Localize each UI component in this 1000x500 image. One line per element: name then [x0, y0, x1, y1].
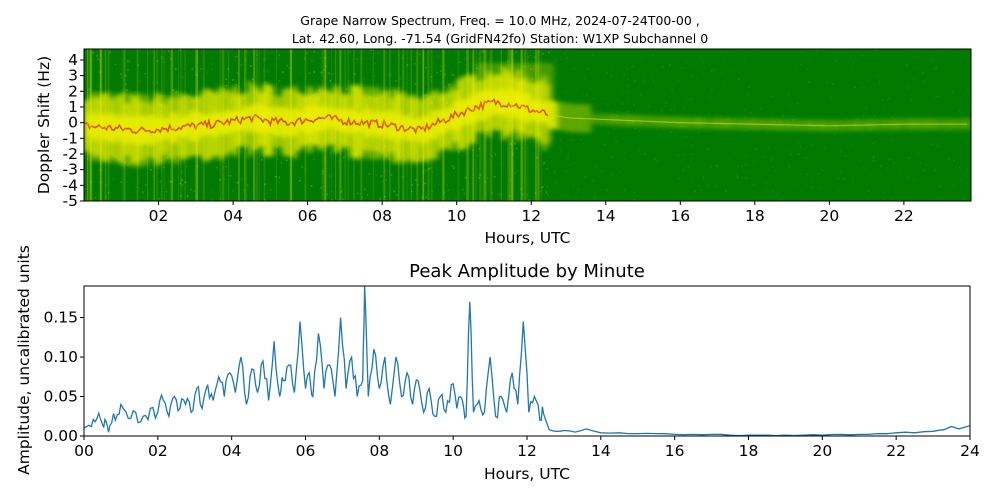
spectrogram-x-tick-label: 08: [372, 207, 392, 225]
amplitude-plot: 0.00 0.05 0.10 0.15 00 02 04 06 08 10 12 14 16 18 20 22…: [43, 285, 980, 460]
spectrogram-y-tick-label: 3: [68, 67, 78, 85]
spectrogram-x-tick-label: 14: [596, 207, 616, 225]
spectrogram-red-trace: [84, 98, 549, 135]
amplitude-x-tick-label: 20: [812, 442, 832, 460]
amplitude-x-tick-label: 06: [296, 442, 316, 460]
spectrogram-y-tick-label: -5: [63, 192, 78, 210]
amplitude-x-tick-label: 16: [665, 442, 685, 460]
amplitude-x-axis-label: Hours, UTC: [484, 465, 570, 483]
spectrogram-x-tick-label: 10: [447, 207, 467, 225]
spectrogram-noise: [84, 49, 971, 201]
spectrogram-y-tick-label: -4: [63, 176, 78, 194]
spectrogram-y-tick-label: 1: [68, 98, 78, 116]
spectrogram-x-tick-label: 22: [894, 207, 914, 225]
spectrogram-x-tick-label: 04: [223, 207, 243, 225]
amplitude-title: Peak Amplitude by Minute: [409, 261, 645, 282]
spectrum-title-line2: Lat. 42.60, Long. -71.54 (GridFN42fo) St…: [291, 31, 709, 46]
spectrogram-x-tick-label: 16: [670, 207, 690, 225]
spectrogram-streaks: [86, 49, 543, 201]
amplitude-series-line: [84, 286, 970, 436]
spectrogram-y-tick-label: 0: [68, 114, 78, 132]
amplitude-x-tick-label: 24: [960, 442, 980, 460]
spectrogram-y-tick-label: 2: [68, 82, 78, 100]
amplitude-y-tick-label: 0.00: [43, 427, 78, 445]
amplitude-x-tick-label: 14: [591, 442, 611, 460]
amplitude-x-tick-label: 02: [148, 442, 168, 460]
spectrum-x-axis-label: Hours, UTC: [484, 229, 571, 247]
amplitude-y-tick-label: 0.15: [43, 309, 78, 327]
spectrogram-x-tick-label: 20: [820, 207, 840, 225]
spectrum-title-line1: Grape Narrow Spectrum, Freq. = 10.0 MHz,…: [300, 13, 700, 28]
amplitude-x-tick-label: 12: [517, 442, 537, 460]
spectrogram-y-tick-label: -3: [63, 161, 78, 179]
spectrogram-heatmap: [84, 49, 971, 201]
spectrogram-x-tick-label: 12: [521, 207, 541, 225]
amplitude-frame: [83, 285, 971, 437]
spectrogram-x-tick-label: 18: [745, 207, 765, 225]
spectrogram-y-tick-label: -2: [63, 145, 78, 163]
amplitude-x-tick-label: 08: [369, 442, 389, 460]
amplitude-y-tick-label: 0.10: [43, 348, 78, 366]
spectrogram-y-tick-label: 4: [68, 51, 78, 69]
amplitude-x-tick-label: 04: [222, 442, 242, 460]
spectrogram-late-trace: [549, 114, 968, 127]
spectrum-title: Grape Narrow Spectrum, Freq. = 10.0 MHz,…: [0, 12, 1000, 48]
spectrogram-y-tick-label: -1: [63, 129, 78, 147]
amplitude-x-tick-label: 22: [886, 442, 906, 460]
amplitude-y-tick-label: 0.05: [43, 388, 78, 406]
spectrogram-x-tick-label: 06: [298, 207, 318, 225]
spectrogram-x-tick-label: 02: [149, 207, 169, 225]
amplitude-x-tick-label: 18: [739, 442, 759, 460]
amplitude-x-tick-label: 10: [443, 442, 463, 460]
spectrogram-frame: [83, 48, 972, 202]
amplitude-x-tick-label: 00: [74, 442, 94, 460]
